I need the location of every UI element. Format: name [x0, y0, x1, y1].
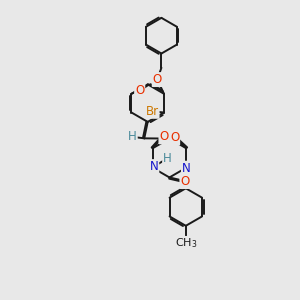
Text: O: O: [153, 73, 162, 86]
Text: H: H: [128, 130, 137, 143]
Text: O: O: [170, 131, 179, 145]
Text: N: N: [182, 162, 190, 175]
Text: H: H: [163, 152, 172, 165]
Text: O: O: [180, 175, 190, 188]
Text: CH$_3$: CH$_3$: [175, 236, 197, 250]
Text: O: O: [159, 130, 169, 143]
Text: O: O: [135, 84, 144, 97]
Text: Br: Br: [146, 105, 159, 118]
Text: N: N: [150, 160, 158, 173]
